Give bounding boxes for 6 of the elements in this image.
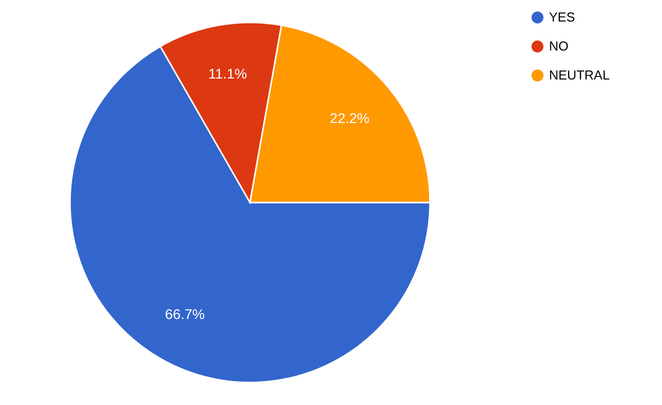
legend-label: NEUTRAL [549, 68, 610, 82]
data-label: 22.2% [330, 110, 370, 126]
legend-label: YES [549, 10, 576, 24]
legend-label: NO [549, 38, 568, 54]
data-label: 66.7% [165, 306, 205, 322]
data-label: 11.1% [208, 65, 247, 82]
